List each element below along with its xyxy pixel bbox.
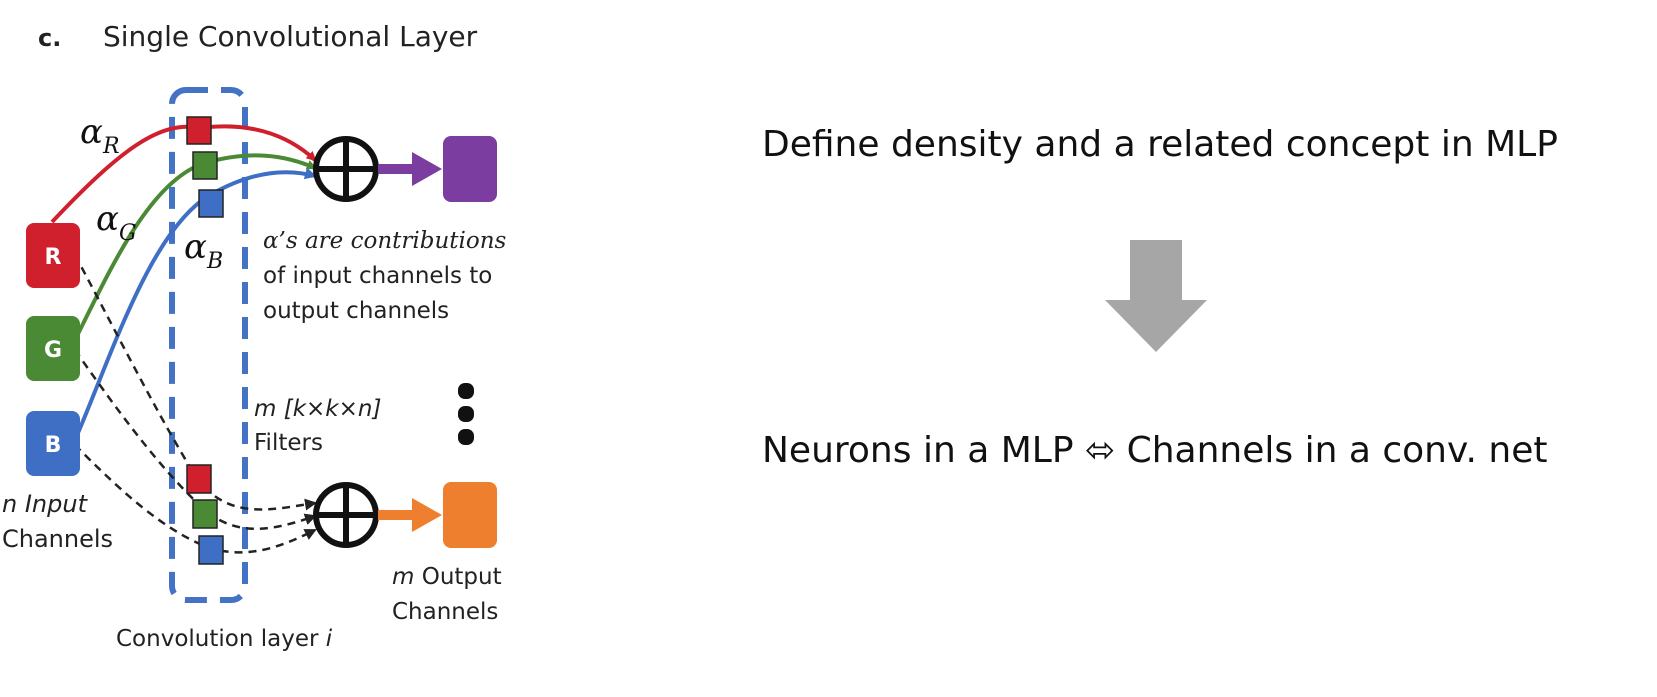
input-channel-b: [26, 411, 80, 476]
filter-weight-green-top: [192, 151, 218, 180]
contribution-note-2: of input channels to: [263, 263, 492, 289]
panel-title: Single Convolutional Layer: [103, 20, 478, 53]
filter-bank-box: [169, 87, 248, 603]
output-arrow-bottom-icon: [378, 498, 442, 532]
output-arrow-top-icon: [378, 152, 442, 186]
vertical-ellipsis-icon: [458, 383, 474, 445]
contribution-note-3: output channels: [263, 298, 449, 324]
alpha-g-label: αG: [96, 199, 137, 246]
filters-label-2: Filters: [254, 430, 323, 456]
blue-dashed-curve: [74, 444, 317, 554]
green-weight-curve: [73, 153, 317, 341]
filter-weight-blue-bottom: [198, 535, 224, 565]
layer-caption: Convolution layer i: [116, 626, 333, 652]
panel-letter: c.: [38, 24, 61, 52]
filter-weight-green-bottom: [192, 499, 218, 529]
contribution-note-1: α’s are contributions: [263, 228, 507, 254]
down-arrow-icon: [1105, 240, 1207, 352]
sum-node-bottom-icon: [313, 482, 379, 548]
input-channel-b-label: B: [45, 433, 62, 458]
input-channel-r: [26, 223, 80, 288]
input-channels-label-1: n Input: [2, 490, 89, 518]
alpha-r-label: αR: [80, 112, 120, 159]
neuron-channel-equivalence: Neurons in a MLP ⬄ Channels in a conv. n…: [762, 430, 1548, 471]
sum-node-top-icon: [313, 136, 379, 202]
output-channel-bottom: [443, 482, 497, 548]
filters-label-1: m [k×k×n]: [254, 396, 381, 422]
output-channels-label-1: m Output: [392, 564, 502, 590]
filter-weight-red-bottom: [186, 464, 212, 494]
input-channel-g: [26, 316, 80, 381]
alpha-b-label: αB: [184, 227, 223, 274]
filter-weight-red-top: [186, 116, 212, 145]
input-channel-g-label: G: [44, 338, 62, 363]
input-channel-r-label: R: [45, 245, 62, 270]
input-channels-label-2: Channels: [2, 525, 113, 553]
blue-weight-curve: [73, 167, 317, 441]
output-channels-label-2: Channels: [392, 599, 498, 625]
density-question: Define density and a related concept in …: [762, 124, 1558, 165]
filter-weight-blue-top: [198, 189, 224, 218]
output-channel-top: [443, 136, 497, 202]
